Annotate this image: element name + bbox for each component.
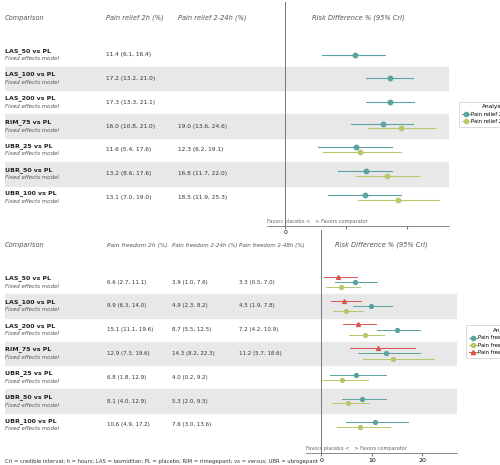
Text: LAS_100 vs PL: LAS_100 vs PL xyxy=(5,299,55,305)
Text: LAS_50 vs PL: LAS_50 vs PL xyxy=(5,275,51,281)
Text: LAS_200 vs PL: LAS_200 vs PL xyxy=(5,323,55,329)
Text: 4.9 (2.3, 8.2): 4.9 (2.3, 8.2) xyxy=(172,303,208,308)
Text: 7.2 (4.2, 10.9): 7.2 (4.2, 10.9) xyxy=(238,327,278,332)
Text: Fixed effects model: Fixed effects model xyxy=(5,80,59,85)
Text: 5.3 (2.0, 9.5): 5.3 (2.0, 9.5) xyxy=(172,399,208,404)
Text: Fixed effects model: Fixed effects model xyxy=(5,284,59,289)
Text: 4.5 (1.9, 7.8): 4.5 (1.9, 7.8) xyxy=(238,303,274,308)
Text: 19.0 (13.6, 24.6): 19.0 (13.6, 24.6) xyxy=(178,124,227,128)
Bar xyxy=(5,114,267,138)
Bar xyxy=(267,66,450,90)
Text: 9.9 (6.3, 14.0): 9.9 (6.3, 14.0) xyxy=(108,303,146,308)
Text: Fixed effects model: Fixed effects model xyxy=(5,426,59,432)
Text: LAS_100 vs PL: LAS_100 vs PL xyxy=(5,72,55,77)
Text: 4.0 (0.2, 9.2): 4.0 (0.2, 9.2) xyxy=(172,375,208,380)
Text: RIM_75 vs PL: RIM_75 vs PL xyxy=(5,119,52,125)
Text: 17.3 (13.3, 21.1): 17.3 (13.3, 21.1) xyxy=(106,100,155,105)
Text: 10.6 (4.9, 17.2): 10.6 (4.9, 17.2) xyxy=(108,422,150,427)
Text: 11.4 (6.1, 16.4): 11.4 (6.1, 16.4) xyxy=(106,52,151,57)
Text: Pain relief 2h (%): Pain relief 2h (%) xyxy=(106,14,164,21)
Text: Risk Difference % (95% CrI): Risk Difference % (95% CrI) xyxy=(336,242,428,248)
Text: UBR_25 vs PL: UBR_25 vs PL xyxy=(5,143,52,149)
Text: 7.6 (3.0, 13.6): 7.6 (3.0, 13.6) xyxy=(172,422,212,427)
Text: Pain freedom 2-48h (%): Pain freedom 2-48h (%) xyxy=(238,243,304,248)
Legend: Pain relief 2h (%), Pain relief 2-24h (%): Pain relief 2h (%), Pain relief 2-24h (%… xyxy=(460,102,500,126)
Text: 16.8 (11.7, 22.0): 16.8 (11.7, 22.0) xyxy=(178,171,227,176)
Bar xyxy=(267,114,450,138)
Text: Fixed effects model: Fixed effects model xyxy=(5,175,59,180)
Text: 12.9 (7.3, 19.6): 12.9 (7.3, 19.6) xyxy=(108,351,150,356)
Text: 11.2 (5.7, 18.6): 11.2 (5.7, 18.6) xyxy=(238,351,282,356)
Text: 13.1 (7.0, 19.0): 13.1 (7.0, 19.0) xyxy=(106,195,152,200)
Text: 12.3 (6.2, 19.1): 12.3 (6.2, 19.1) xyxy=(178,147,224,153)
Text: 3.9 (1.0, 7.6): 3.9 (1.0, 7.6) xyxy=(172,279,208,285)
Text: LAS_200 vs PL: LAS_200 vs PL xyxy=(5,95,55,101)
Text: UBR_25 vs PL: UBR_25 vs PL xyxy=(5,370,52,376)
Bar xyxy=(267,162,450,186)
Text: Favors placebo <   > Favors comparator: Favors placebo < > Favors comparator xyxy=(267,219,368,224)
Bar xyxy=(306,341,458,365)
Bar xyxy=(5,66,267,90)
Text: LAS_50 vs PL: LAS_50 vs PL xyxy=(5,48,51,53)
Bar xyxy=(306,294,458,318)
Text: Fixed effects model: Fixed effects model xyxy=(5,127,59,133)
Text: RIM_75 vs PL: RIM_75 vs PL xyxy=(5,346,52,352)
Text: 8.7 (5.5, 12.5): 8.7 (5.5, 12.5) xyxy=(172,327,212,332)
Text: Fixed effects model: Fixed effects model xyxy=(5,331,59,336)
Bar xyxy=(5,341,306,365)
Text: 6.6 (2.7, 11.1): 6.6 (2.7, 11.1) xyxy=(108,279,146,285)
Text: 8.1 (4.0, 12.9): 8.1 (4.0, 12.9) xyxy=(108,399,146,404)
Text: Pain relief 2-24h (%): Pain relief 2-24h (%) xyxy=(178,14,246,21)
Text: UBR_100 vs PL: UBR_100 vs PL xyxy=(5,191,57,196)
Text: Fixed effects model: Fixed effects model xyxy=(5,104,59,109)
Text: Pain freedom 2h (%): Pain freedom 2h (%) xyxy=(108,243,168,248)
Text: 17.2 (13.2, 21.0): 17.2 (13.2, 21.0) xyxy=(106,76,155,81)
Text: UBR_100 vs PL: UBR_100 vs PL xyxy=(5,418,57,424)
Text: Pain freedom 2-24h (%): Pain freedom 2-24h (%) xyxy=(172,243,238,248)
Text: 13.2 (8.6, 17.6): 13.2 (8.6, 17.6) xyxy=(106,171,152,176)
Legend: Pain freedom 2h (%), Pain freedom 2-24h (%), Pain freedom 2-48h (%): Pain freedom 2h (%), Pain freedom 2-24h … xyxy=(466,326,500,358)
Text: Fixed effects model: Fixed effects model xyxy=(5,56,59,61)
Text: CrI = credible interval; h = hours; LAS = lasmiditan; PL = placebo; RIM = rimege: CrI = credible interval; h = hours; LAS … xyxy=(5,459,318,464)
Bar xyxy=(5,389,306,413)
Text: Fixed effects model: Fixed effects model xyxy=(5,379,59,384)
Text: 6.8 (1.8, 12.9): 6.8 (1.8, 12.9) xyxy=(108,375,146,380)
Text: 11.6 (5.4, 17.6): 11.6 (5.4, 17.6) xyxy=(106,147,151,153)
Text: Fixed effects model: Fixed effects model xyxy=(5,199,59,204)
Text: Comparison: Comparison xyxy=(5,15,45,21)
Text: 16.0 (10.8, 21.0): 16.0 (10.8, 21.0) xyxy=(106,124,155,128)
Bar xyxy=(5,162,267,186)
Text: UBR_50 vs PL: UBR_50 vs PL xyxy=(5,166,52,173)
Text: Fixed effects model: Fixed effects model xyxy=(5,355,59,360)
Text: Favors placebo <   > Favors comparator: Favors placebo < > Favors comparator xyxy=(306,446,407,451)
Text: Comparison: Comparison xyxy=(5,242,45,248)
Text: Risk Difference % (95% CrI): Risk Difference % (95% CrI) xyxy=(312,14,404,21)
Text: 18.5 (11.9, 25.3): 18.5 (11.9, 25.3) xyxy=(178,195,228,200)
Bar xyxy=(5,294,306,318)
Text: 14.3 (8.2, 22.3): 14.3 (8.2, 22.3) xyxy=(172,351,215,356)
Text: Fixed effects model: Fixed effects model xyxy=(5,152,59,156)
Text: 3.3 (0.5, 7.0): 3.3 (0.5, 7.0) xyxy=(238,279,274,285)
Bar xyxy=(306,389,458,413)
Text: 15.1 (11.1, 19.6): 15.1 (11.1, 19.6) xyxy=(108,327,154,332)
Text: Fixed effects model: Fixed effects model xyxy=(5,307,59,312)
Text: Fixed effects model: Fixed effects model xyxy=(5,403,59,408)
Text: UBR_50 vs PL: UBR_50 vs PL xyxy=(5,394,52,400)
